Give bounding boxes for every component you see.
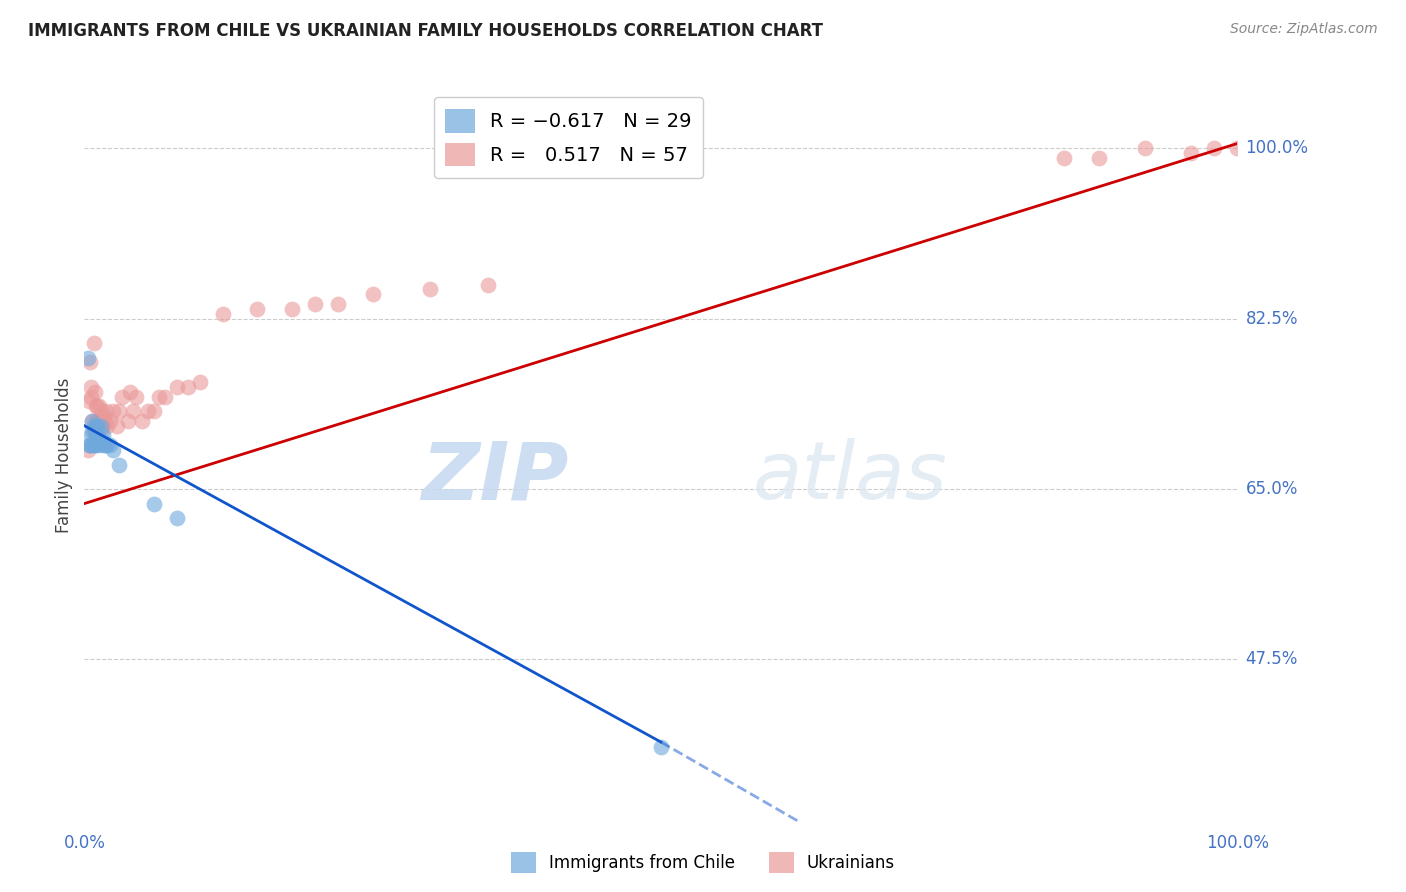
Point: [84, 414, 107, 428]
Point: [89, 418, 111, 433]
Y-axis label: Family Households: Family Households: [55, 377, 73, 533]
Point: [83, 418, 105, 433]
Point: [77, 438, 100, 452]
Text: Source: ZipAtlas.com: Source: ZipAtlas.com: [1230, 22, 1378, 37]
Point: [131, 414, 153, 428]
Point: [83, 438, 105, 452]
Point: [125, 390, 148, 404]
Text: 65.0%: 65.0%: [1246, 480, 1298, 498]
Point: [650, 739, 672, 754]
Point: [86, 399, 108, 413]
Point: [77, 394, 100, 409]
Point: [1204, 141, 1226, 155]
Point: [188, 375, 211, 389]
Point: [82, 424, 104, 438]
Point: [142, 404, 165, 418]
Point: [82, 414, 104, 428]
Point: [153, 390, 176, 404]
Point: [96, 404, 118, 418]
Point: [86, 418, 108, 433]
Point: [1226, 141, 1249, 155]
Point: [91, 428, 114, 442]
Point: [1180, 146, 1202, 161]
Point: [105, 418, 128, 433]
Point: [281, 301, 304, 316]
Point: [89, 438, 111, 452]
Point: [90, 418, 112, 433]
Point: [90, 434, 112, 448]
Point: [91, 418, 114, 433]
Point: [80, 390, 103, 404]
Point: [83, 384, 105, 399]
Point: [142, 497, 165, 511]
Point: [84, 399, 107, 413]
Point: [103, 404, 124, 418]
Point: [84, 418, 107, 433]
Text: atlas: atlas: [754, 438, 948, 516]
Text: IMMIGRANTS FROM CHILE VS UKRAINIAN FAMILY HOUSEHOLDS CORRELATION CHART: IMMIGRANTS FROM CHILE VS UKRAINIAN FAMIL…: [28, 22, 823, 40]
Point: [96, 418, 118, 433]
Point: [98, 438, 121, 452]
Point: [89, 404, 111, 418]
Text: 47.5%: 47.5%: [1246, 650, 1298, 668]
Point: [361, 287, 384, 301]
Text: 82.5%: 82.5%: [1246, 310, 1298, 327]
Point: [108, 458, 131, 472]
Point: [94, 438, 117, 452]
Point: [76, 443, 98, 458]
Point: [166, 511, 188, 525]
Point: [419, 283, 441, 297]
Point: [111, 390, 134, 404]
Point: [76, 351, 98, 365]
Point: [96, 438, 118, 452]
Point: [108, 404, 131, 418]
Point: [89, 414, 111, 428]
Legend: R = −0.617   N = 29, R =   0.517   N = 57: R = −0.617 N = 29, R = 0.517 N = 57: [434, 97, 703, 178]
Point: [89, 399, 111, 413]
Point: [121, 404, 143, 418]
Point: [166, 380, 188, 394]
Point: [80, 438, 103, 452]
Point: [326, 297, 349, 311]
Point: [177, 380, 200, 394]
Point: [1053, 151, 1076, 165]
Point: [103, 443, 124, 458]
Point: [83, 438, 105, 452]
Point: [86, 418, 108, 433]
Point: [83, 336, 105, 351]
Point: [93, 438, 115, 452]
Point: [94, 414, 117, 428]
Point: [83, 424, 105, 438]
Point: [87, 434, 110, 448]
Point: [246, 301, 269, 316]
Point: [80, 380, 103, 394]
Point: [1088, 151, 1111, 165]
Point: [80, 428, 103, 442]
Point: [93, 409, 115, 423]
Point: [83, 438, 105, 452]
Point: [79, 438, 101, 452]
Point: [90, 414, 112, 428]
Legend: Immigrants from Chile, Ukrainians: Immigrants from Chile, Ukrainians: [505, 846, 901, 880]
Point: [120, 384, 142, 399]
Point: [83, 424, 105, 438]
Point: [117, 414, 139, 428]
Point: [89, 418, 111, 433]
Point: [86, 428, 108, 442]
Point: [148, 390, 170, 404]
Point: [79, 355, 101, 369]
Text: 100.0%: 100.0%: [1246, 139, 1309, 157]
Point: [1133, 141, 1156, 155]
Point: [84, 434, 107, 448]
Point: [477, 277, 499, 292]
Point: [211, 307, 233, 321]
Point: [98, 414, 121, 428]
Point: [87, 414, 110, 428]
Text: ZIP: ZIP: [422, 438, 568, 516]
Point: [82, 414, 104, 428]
Point: [136, 404, 159, 418]
Point: [304, 297, 326, 311]
